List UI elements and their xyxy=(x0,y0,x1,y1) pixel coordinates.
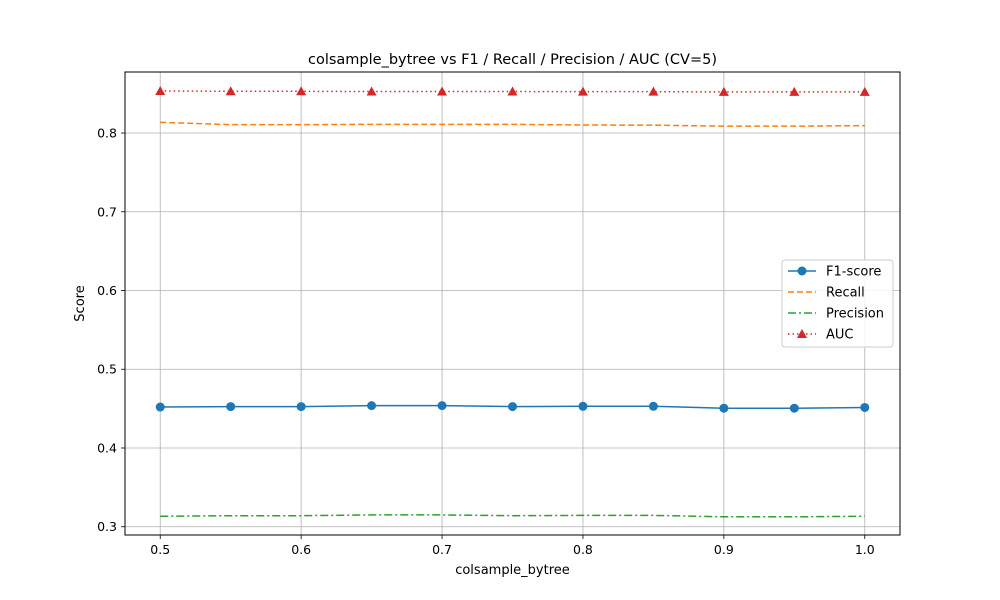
data-point xyxy=(789,86,800,96)
data-point xyxy=(296,86,307,96)
data-point xyxy=(437,401,447,411)
legend-swatch-marker xyxy=(797,329,807,338)
plot-frame xyxy=(124,71,901,536)
data-point xyxy=(437,86,448,96)
data-point xyxy=(718,86,729,96)
data-point xyxy=(577,86,588,96)
legend-box xyxy=(781,259,894,348)
y-tick-label: 0.4 xyxy=(97,440,117,455)
data-point xyxy=(155,402,165,412)
axis-ticks: 0.5 0.6 0.7 0.8 0.9 1.0 0.3 0.4 0.5 0.6 0.7 0.8 xyxy=(97,126,875,557)
legend: F1-score Recall Precision AUC xyxy=(781,259,894,348)
data-point xyxy=(225,86,236,96)
series-auc xyxy=(155,85,870,96)
legend-label: F1-score xyxy=(826,265,881,280)
y-tick-label: 0.5 xyxy=(97,362,117,377)
series-recall xyxy=(160,121,865,127)
series-layer xyxy=(155,85,870,518)
legend-label: Recall xyxy=(826,286,865,301)
series-line xyxy=(160,121,865,127)
data-point xyxy=(719,403,729,413)
data-point xyxy=(648,401,658,411)
legend-swatch-marker xyxy=(797,266,807,276)
data-point xyxy=(789,403,799,413)
x-axis-label: colsample_bytree xyxy=(455,563,570,578)
y-tick-label: 0.6 xyxy=(97,283,117,298)
y-tick-label: 0.3 xyxy=(97,519,117,534)
x-tick-label: 0.7 xyxy=(432,542,452,557)
x-tick-label: 0.5 xyxy=(150,542,170,557)
series-f1-score xyxy=(155,401,870,413)
data-point xyxy=(578,401,588,411)
y-axis-label: Score xyxy=(73,285,88,321)
data-point xyxy=(155,85,166,95)
legend-label: AUC xyxy=(826,328,854,343)
y-tick-label: 0.7 xyxy=(97,204,117,219)
data-point xyxy=(508,402,517,412)
data-point xyxy=(296,402,306,412)
x-tick-label: 0.9 xyxy=(714,542,734,557)
data-point xyxy=(507,86,518,96)
data-point xyxy=(367,401,377,411)
x-tick-label: 0.6 xyxy=(291,542,311,557)
data-point xyxy=(860,402,870,412)
x-tick-label: 1.0 xyxy=(855,542,875,557)
x-tick-label: 0.8 xyxy=(573,542,593,557)
grid-lines xyxy=(125,72,900,535)
data-point xyxy=(366,86,377,96)
series-precision xyxy=(160,514,865,518)
data-point xyxy=(226,402,236,412)
data-point xyxy=(859,86,870,96)
legend-label: Precision xyxy=(826,307,884,322)
series-line xyxy=(160,514,865,518)
chart-title: colsample_bytree vs F1 / Recall / Precis… xyxy=(308,52,717,68)
y-tick-label: 0.8 xyxy=(97,126,117,141)
data-point xyxy=(648,86,659,96)
